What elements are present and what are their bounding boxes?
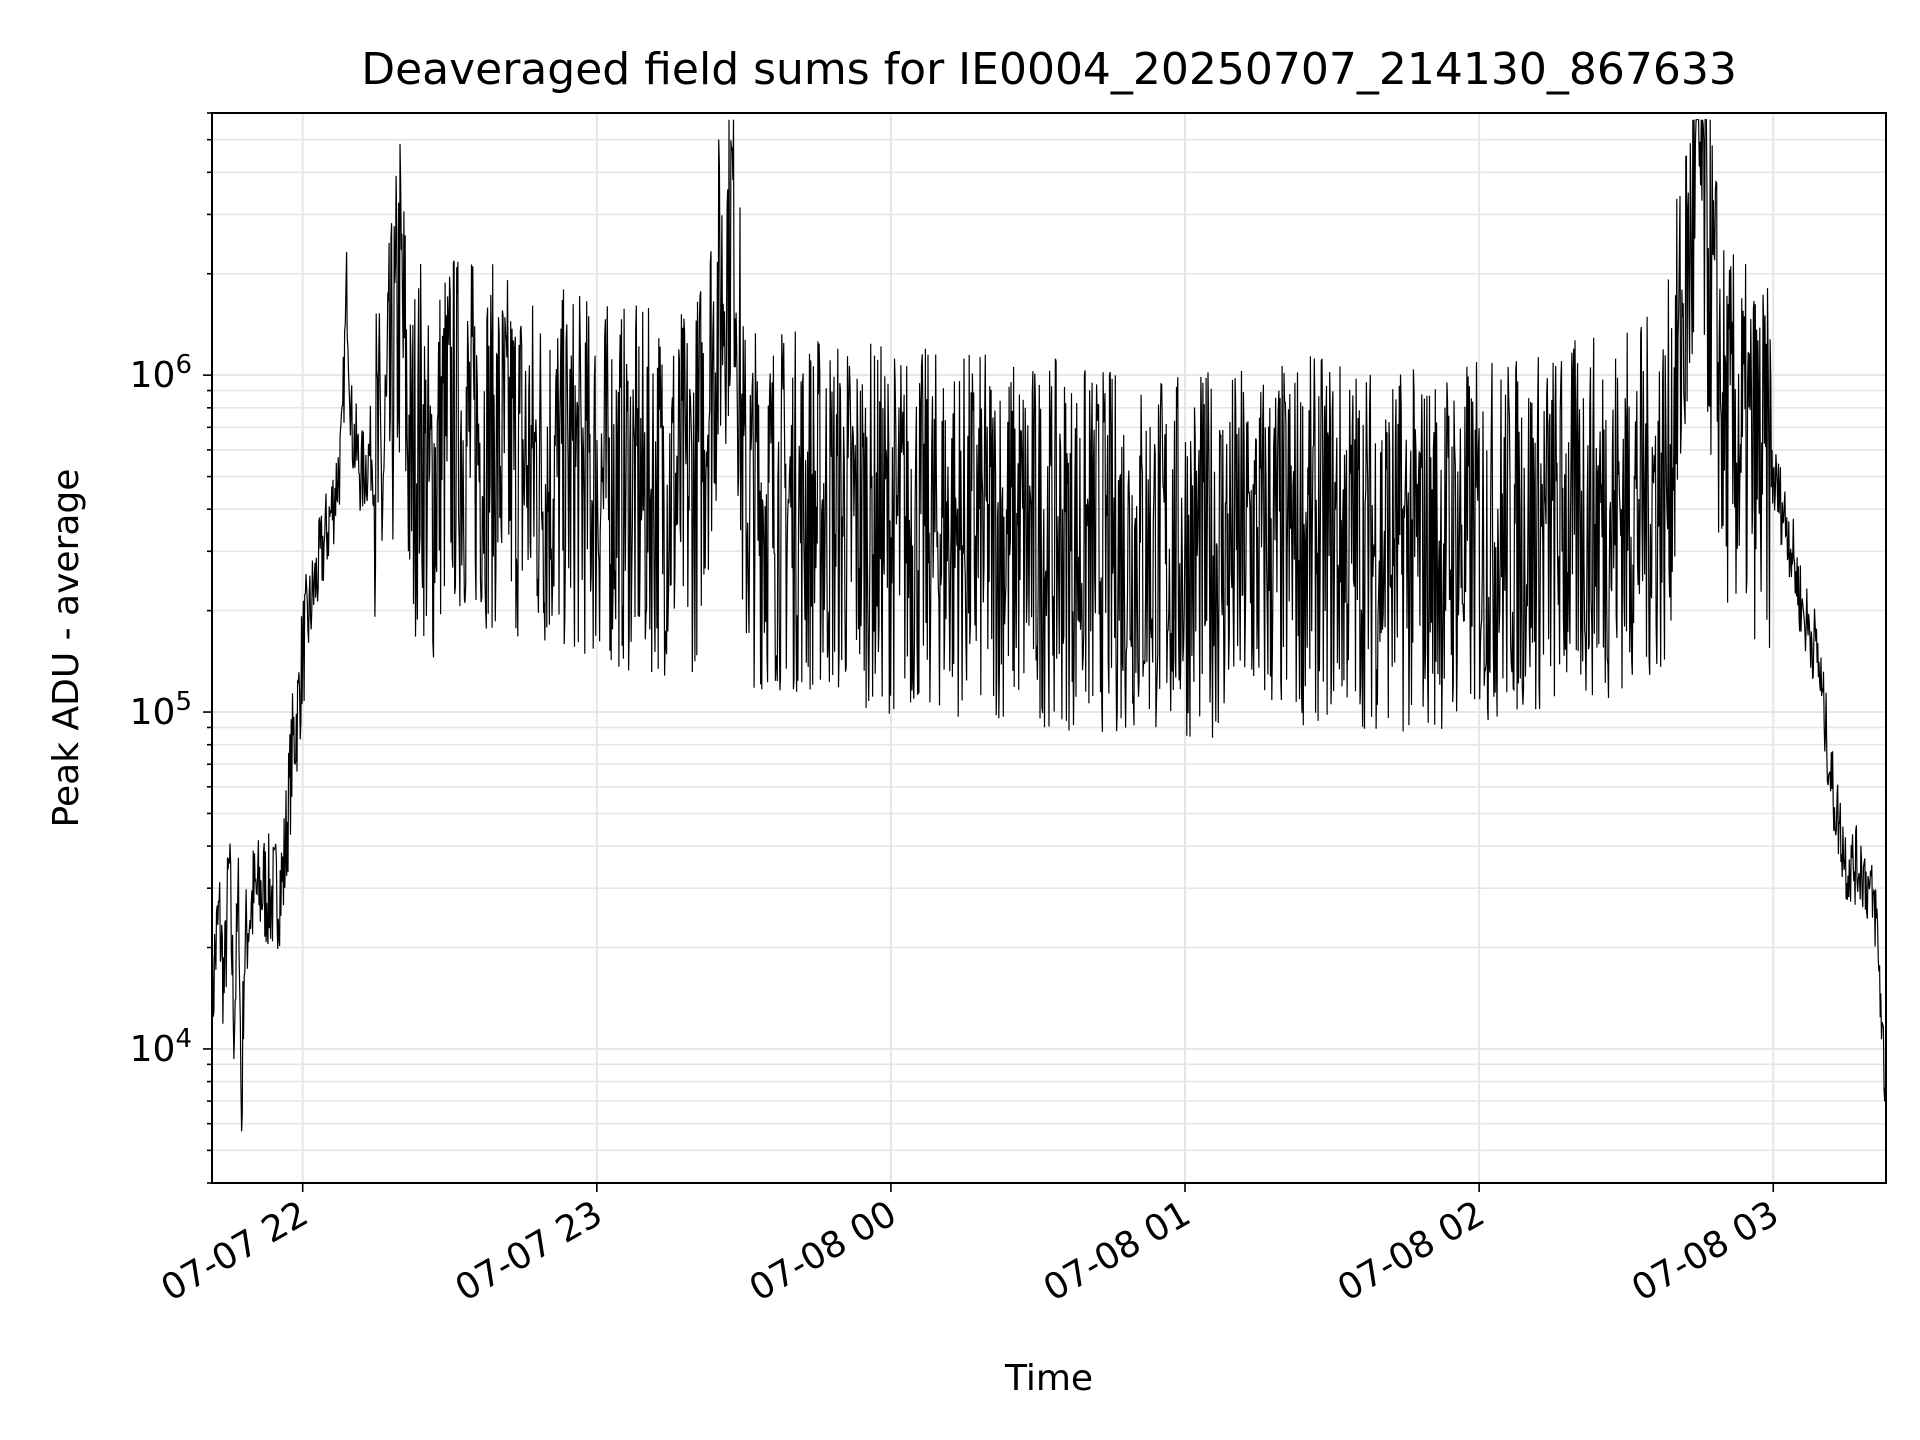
y-axis-label: Peak ADU - average xyxy=(46,469,87,828)
y-tick-label: 105 xyxy=(130,687,192,733)
chart-title: Deaveraged field sums for IE0004_2025070… xyxy=(361,44,1737,95)
y-tick-label: 106 xyxy=(130,350,192,396)
x-axis-label: Time xyxy=(1004,1358,1093,1399)
plot-area xyxy=(211,119,1887,1132)
series-line xyxy=(211,119,1887,1132)
y-tick-label: 104 xyxy=(130,1024,192,1070)
plot-frame xyxy=(211,112,1887,1184)
